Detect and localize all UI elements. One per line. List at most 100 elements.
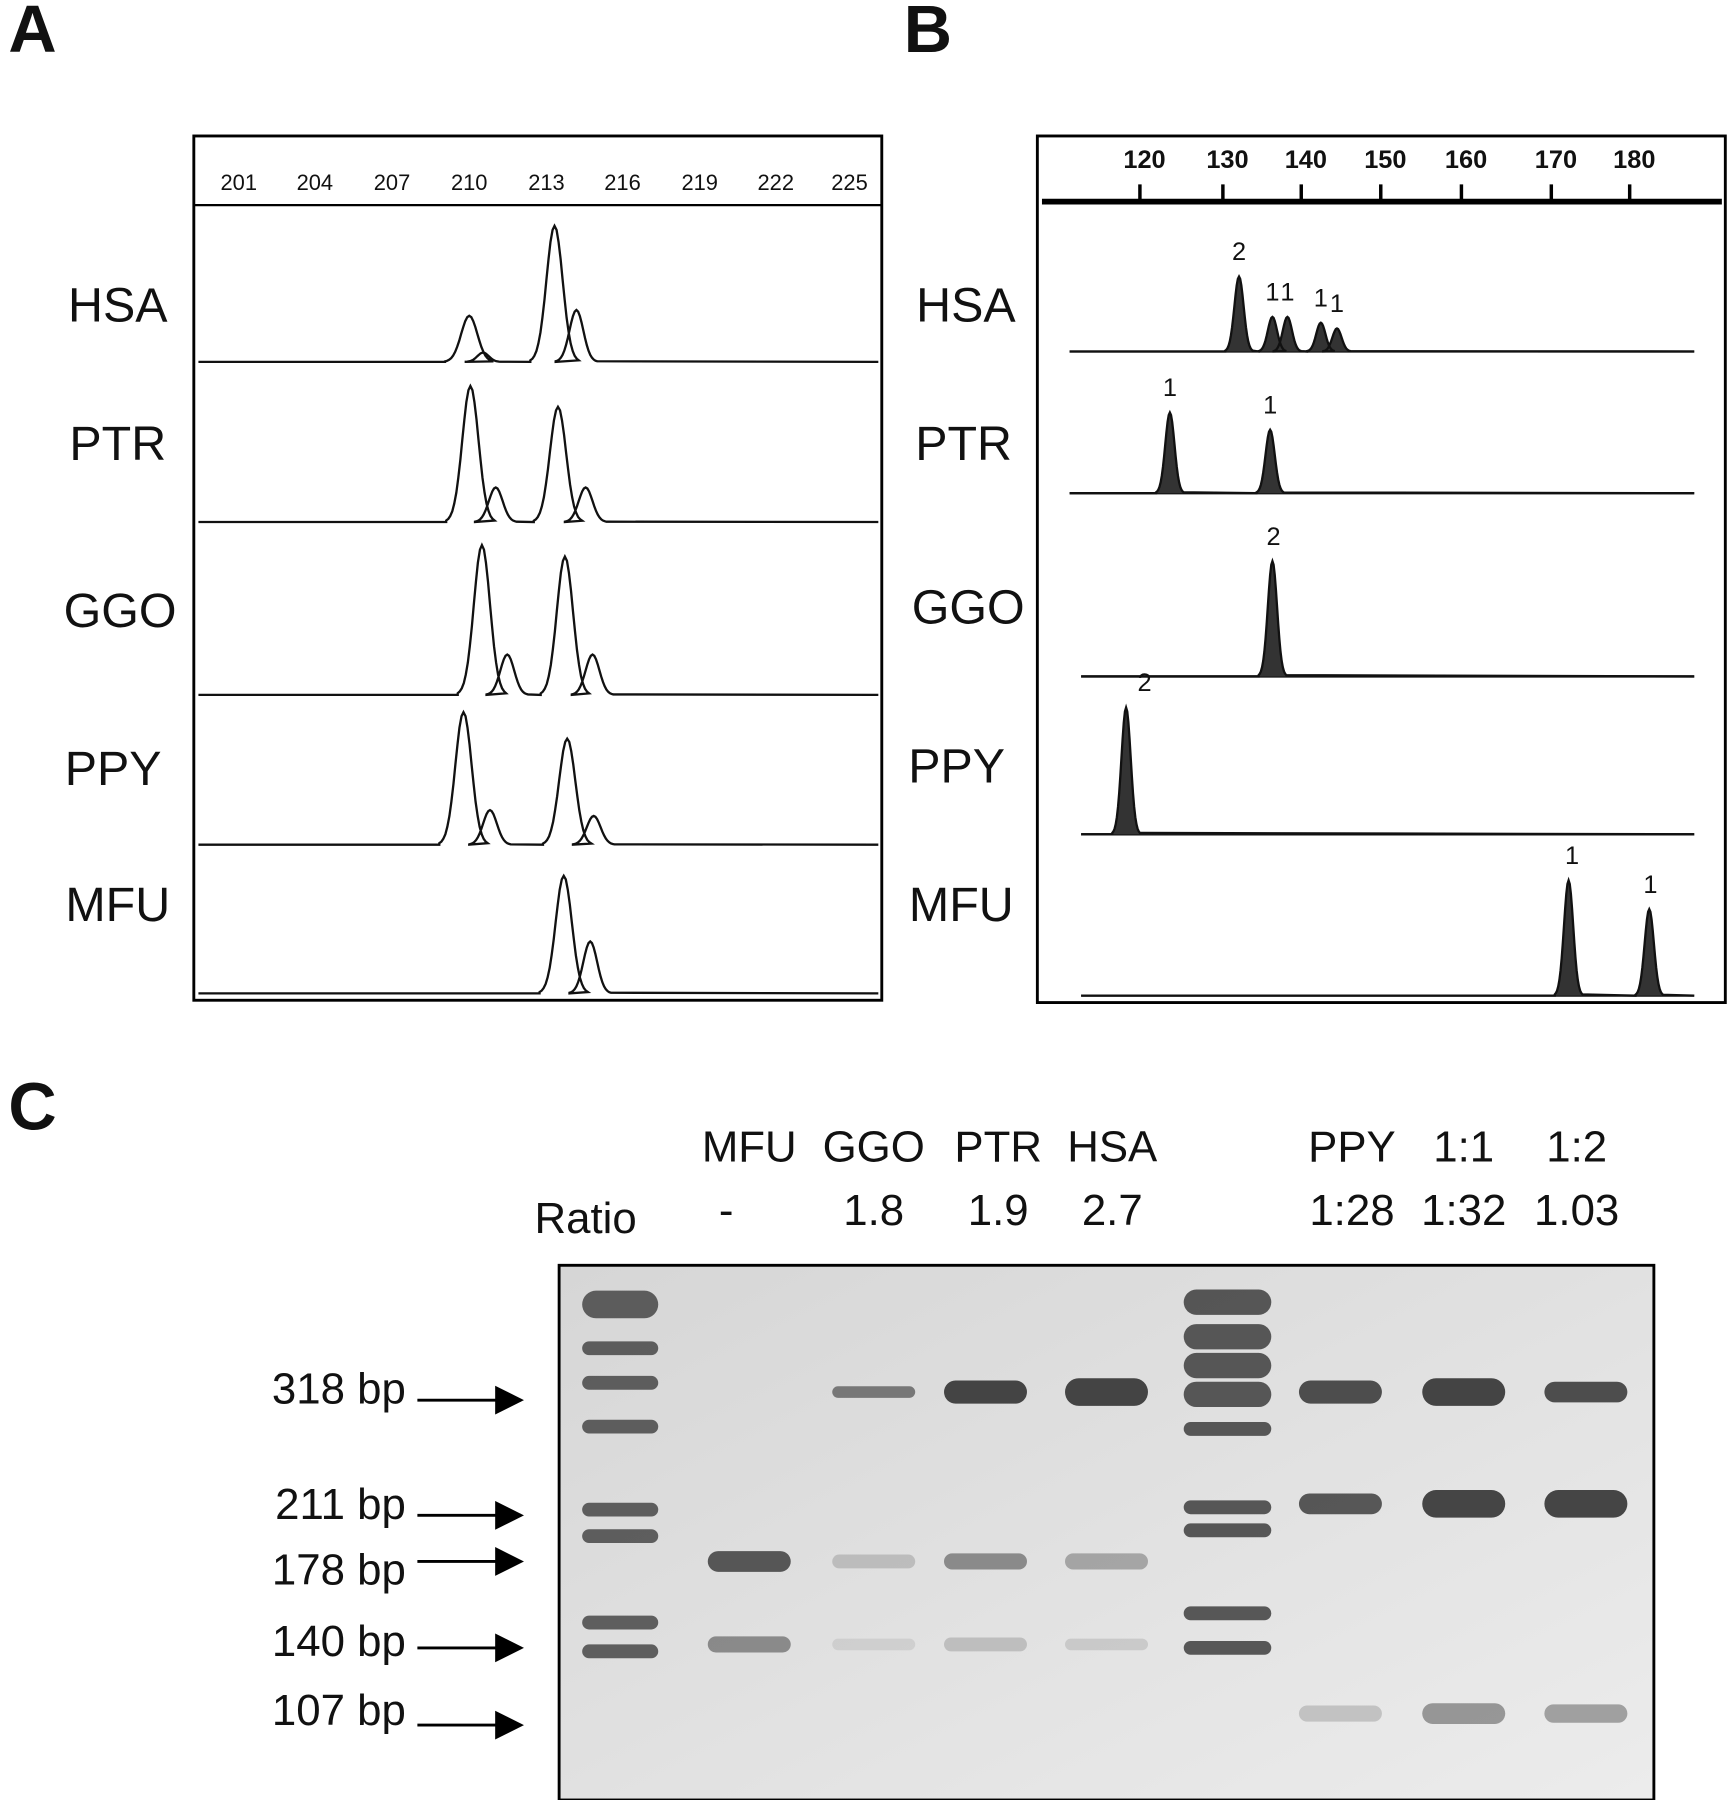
lane-label: PPY: [1308, 1123, 1396, 1172]
lane-label: 1:1: [1433, 1123, 1494, 1172]
peak-label: 1: [1314, 284, 1328, 312]
gel-band: [1183, 1324, 1272, 1350]
gel-band: [1065, 1378, 1148, 1406]
gel-band: [832, 1638, 916, 1651]
row-label: HSA: [68, 279, 168, 333]
ratio-label: Ratio: [535, 1194, 637, 1243]
gel-band: [1065, 1638, 1148, 1651]
panel-b-frame: [1035, 134, 1727, 1005]
peak-label: 1: [1280, 279, 1294, 307]
tick-label: 180: [1613, 146, 1655, 174]
trace: [198, 223, 879, 364]
gel-band: [1298, 1380, 1382, 1404]
row-label: PTR: [69, 417, 166, 471]
row-label: MFU: [65, 878, 170, 932]
gel-band: [1544, 1704, 1628, 1723]
peak-label: 1: [1263, 391, 1277, 419]
gel-band: [582, 1502, 659, 1517]
peak-label: 1: [1643, 871, 1657, 899]
ratio-value: -: [719, 1186, 734, 1235]
ratio-value: 1.03: [1534, 1186, 1619, 1235]
gel-band: [1183, 1352, 1272, 1379]
gel-band: [582, 1341, 659, 1356]
tick-label: 140: [1285, 146, 1327, 174]
size-label: 211 bp: [275, 1480, 406, 1529]
tick-label: 222: [758, 170, 795, 195]
peak-trace: [1069, 409, 1695, 495]
tick-label: 216: [604, 170, 641, 195]
size-label: 178 bp: [272, 1546, 406, 1595]
gel-band: [832, 1554, 916, 1569]
trace: [198, 709, 879, 846]
size-label: 140 bp: [272, 1617, 406, 1666]
gel-band: [582, 1419, 659, 1434]
trace: [198, 383, 879, 524]
gel-band: [1183, 1640, 1272, 1655]
row-label: HSA: [916, 279, 1016, 333]
tick-label: 225: [831, 170, 868, 195]
gel-band: [1183, 1500, 1272, 1515]
peak-label: 1: [1565, 842, 1579, 870]
peak-trace: [1081, 703, 1695, 836]
panel-label: B: [904, 0, 952, 67]
peak-trace: [1069, 273, 1695, 353]
row-label: GGO: [912, 581, 1025, 635]
gel-band: [707, 1636, 791, 1653]
panel-a-frame: [192, 134, 884, 1002]
lane-label: MFU: [702, 1123, 797, 1172]
panel-label: A: [8, 0, 56, 67]
tick-label: 130: [1206, 146, 1248, 174]
ratio-value: 2.7: [1082, 1186, 1143, 1235]
gel-band: [582, 1615, 659, 1630]
gel-band: [1183, 1523, 1272, 1538]
row-label: PPY: [65, 742, 162, 796]
gel-band: [832, 1386, 916, 1398]
gel-band: [944, 1553, 1027, 1570]
gel-band: [1422, 1378, 1506, 1406]
row-label: PPY: [908, 740, 1005, 794]
tick-label: 207: [374, 170, 411, 195]
gel-band: [1065, 1553, 1148, 1570]
row-label: GGO: [64, 584, 177, 638]
size-label: 318 bp: [272, 1365, 406, 1414]
peak-label: 1: [1163, 374, 1177, 402]
peak-label: 2: [1232, 238, 1246, 266]
lane-label: 1:2: [1546, 1123, 1607, 1172]
lane-label: PTR: [954, 1123, 1042, 1172]
gel-band: [1183, 1381, 1272, 1408]
ratio-value: 1.8: [843, 1186, 904, 1235]
ratio-value: 1:28: [1309, 1186, 1394, 1235]
gel-band: [944, 1637, 1027, 1652]
gel-band: [944, 1380, 1027, 1404]
tick-label: 210: [451, 170, 488, 195]
peak-trace: [1081, 876, 1695, 997]
tick-label: 204: [297, 170, 334, 195]
gel-band: [582, 1375, 659, 1390]
tick-label: 213: [528, 170, 565, 195]
tick-label: 170: [1535, 146, 1577, 174]
ratio-value: 1.9: [968, 1186, 1029, 1235]
gel-band: [1544, 1490, 1628, 1518]
peak-label: 2: [1267, 523, 1281, 551]
row-label: MFU: [909, 878, 1014, 932]
tick-label: 120: [1123, 146, 1165, 174]
lane-label: GGO: [823, 1123, 925, 1172]
trace: [198, 873, 879, 995]
row-label: PTR: [915, 417, 1012, 471]
gel-band: [582, 1290, 659, 1319]
gel-band: [1183, 1606, 1272, 1621]
gel-band: [1183, 1289, 1272, 1315]
gel-band: [582, 1529, 659, 1544]
peak-label: 2: [1137, 669, 1151, 697]
tick-label: 201: [221, 170, 258, 195]
peak-label: 1: [1265, 279, 1279, 307]
gel-band: [582, 1644, 659, 1659]
gel-band: [707, 1551, 791, 1572]
gel-band: [1183, 1422, 1272, 1436]
peak-label: 1: [1330, 290, 1344, 318]
ratio-value: 1:32: [1421, 1186, 1506, 1235]
gel-band: [1422, 1490, 1506, 1518]
size-label: 107 bp: [272, 1686, 406, 1735]
